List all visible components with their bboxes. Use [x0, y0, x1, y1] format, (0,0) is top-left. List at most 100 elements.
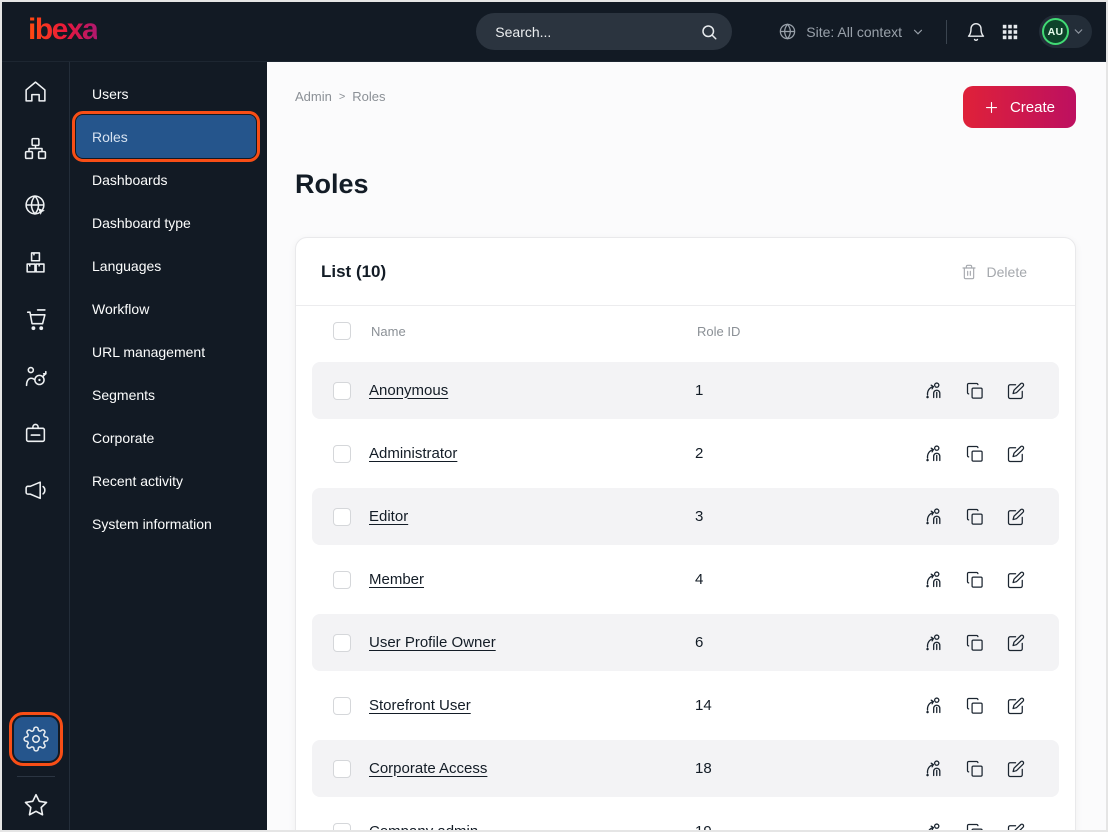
role-id-cell: 18 — [695, 760, 712, 777]
search-icon[interactable] — [700, 23, 718, 41]
page-title: Roles — [295, 169, 369, 199]
assign-to-users-icon[interactable] — [923, 632, 944, 653]
assign-to-users-icon[interactable] — [923, 758, 944, 779]
role-name-link[interactable]: User Profile Owner — [369, 633, 496, 651]
global-search[interactable] — [476, 13, 733, 50]
sidebar-item-label: Languages — [92, 257, 162, 274]
app-switcher-grid-icon[interactable] — [1001, 23, 1019, 41]
role-name-link[interactable]: Anonymous — [369, 381, 449, 399]
edit-icon[interactable] — [1006, 633, 1026, 653]
row-checkbox[interactable] — [333, 570, 351, 589]
ibexa-logo: ibexa — [28, 14, 99, 49]
sidebar-item[interactable]: Recent activity — [76, 459, 256, 502]
role-name-link[interactable]: Company admin — [369, 823, 478, 831]
sidebar-item[interactable]: Segments — [76, 373, 256, 416]
sidebar-item[interactable]: Workflow — [76, 287, 256, 330]
copy-icon[interactable] — [965, 822, 985, 830]
user-menu[interactable]: AU — [1039, 15, 1092, 48]
site-globe-icon[interactable] — [23, 193, 48, 218]
assign-to-users-icon[interactable] — [923, 569, 944, 590]
role-id-cell: 14 — [695, 697, 712, 714]
list-title: List (10) — [321, 261, 387, 281]
row-checkbox[interactable] — [333, 381, 351, 400]
row-checkbox[interactable] — [333, 507, 351, 526]
copy-icon[interactable] — [965, 570, 985, 590]
notifications-bell-icon[interactable] — [966, 22, 986, 42]
sidebar-item-label: Roles — [92, 128, 128, 145]
sidebar-item[interactable]: Roles — [72, 111, 260, 162]
copy-icon[interactable] — [965, 507, 985, 527]
create-button[interactable]: Create — [962, 86, 1076, 128]
breadcrumb-admin[interactable]: Admin — [295, 89, 332, 104]
role-id-cell: 19 — [695, 823, 923, 830]
role-name-link[interactable]: Storefront User — [369, 696, 471, 714]
main-content: Admin > Roles Create Roles List (10) — [267, 62, 1106, 830]
customer-badge-icon[interactable] — [23, 421, 48, 446]
row-checkbox[interactable] — [333, 696, 351, 715]
edit-icon[interactable] — [1006, 444, 1026, 464]
product-catalog-icon[interactable] — [23, 250, 48, 275]
content-tree-icon[interactable] — [23, 136, 48, 161]
create-button-label: Create — [1009, 98, 1055, 116]
copy-icon[interactable] — [965, 759, 985, 779]
role-name-link[interactable]: Member — [369, 570, 425, 588]
delete-button[interactable]: Delete — [955, 263, 1033, 281]
copy-icon[interactable] — [965, 381, 985, 401]
role-name-link[interactable]: Corporate Access — [369, 759, 488, 777]
site-context-selector[interactable]: Site: All context — [778, 22, 925, 41]
marketing-megaphone-icon[interactable] — [23, 478, 48, 503]
table-row: Editor 3 — [312, 488, 1059, 545]
chevron-down-icon — [911, 25, 925, 39]
sidebar-item[interactable]: Dashboard type — [76, 201, 256, 244]
edit-icon[interactable] — [1006, 570, 1026, 590]
assign-to-users-icon[interactable] — [923, 380, 944, 401]
column-header-name: Name — [371, 323, 406, 339]
sidebar-item[interactable]: Dashboards — [76, 158, 256, 201]
copy-icon[interactable] — [965, 444, 985, 464]
assign-to-users-icon[interactable] — [923, 506, 944, 527]
sidebar-item[interactable]: Corporate — [76, 416, 256, 459]
trash-icon — [961, 264, 977, 280]
admin-settings-gear-icon[interactable] — [8, 712, 63, 766]
table-row: Storefront User 14 — [312, 677, 1059, 734]
sidebar-item-label: Recent activity — [92, 472, 184, 489]
table-row: Company admin 19 — [312, 803, 1059, 830]
edit-icon[interactable] — [1006, 381, 1026, 401]
topbar-divider — [946, 19, 947, 44]
row-checkbox[interactable] — [333, 822, 351, 830]
role-name-link[interactable]: Administrator — [369, 444, 458, 462]
avatar: AU — [1042, 18, 1069, 45]
commerce-cart-icon[interactable] — [23, 307, 48, 332]
assign-to-users-icon[interactable] — [923, 443, 944, 464]
sidebar-item[interactable]: Languages — [76, 244, 256, 287]
edit-icon[interactable] — [1006, 696, 1026, 716]
assign-to-users-icon[interactable] — [923, 695, 944, 716]
bookmarks-star-icon[interactable] — [23, 792, 49, 818]
table-row: Administrator 2 — [312, 425, 1059, 482]
table-row: Anonymous 1 — [312, 362, 1059, 419]
select-all-checkbox[interactable] — [333, 322, 351, 340]
search-input[interactable] — [493, 22, 701, 41]
sidebar-item-label: Segments — [92, 386, 156, 403]
sidebar-item[interactable]: System information — [76, 502, 256, 545]
row-checkbox[interactable] — [333, 444, 351, 463]
row-checkbox[interactable] — [333, 633, 351, 652]
admin-sidebar: Users Roles Dashboards Dashboard type — [70, 62, 267, 830]
role-name-link[interactable]: Editor — [369, 507, 409, 525]
edit-icon[interactable] — [1006, 822, 1026, 830]
edit-icon[interactable] — [1006, 507, 1026, 527]
sidebar-item-label: Corporate — [92, 429, 155, 446]
breadcrumb-separator: > — [338, 90, 346, 103]
copy-icon[interactable] — [965, 633, 985, 653]
copy-icon[interactable] — [965, 696, 985, 716]
home-icon[interactable] — [23, 79, 48, 104]
edit-icon[interactable] — [1006, 759, 1026, 779]
personalization-icon[interactable] — [23, 364, 48, 389]
sidebar-item-label: URL management — [92, 343, 206, 360]
sidebar-item-label: System information — [92, 515, 212, 532]
sidebar-item[interactable]: Users — [76, 72, 256, 115]
sidebar-item[interactable]: URL management — [76, 330, 256, 373]
row-checkbox[interactable] — [333, 759, 351, 778]
assign-to-users-icon[interactable] — [923, 821, 944, 830]
